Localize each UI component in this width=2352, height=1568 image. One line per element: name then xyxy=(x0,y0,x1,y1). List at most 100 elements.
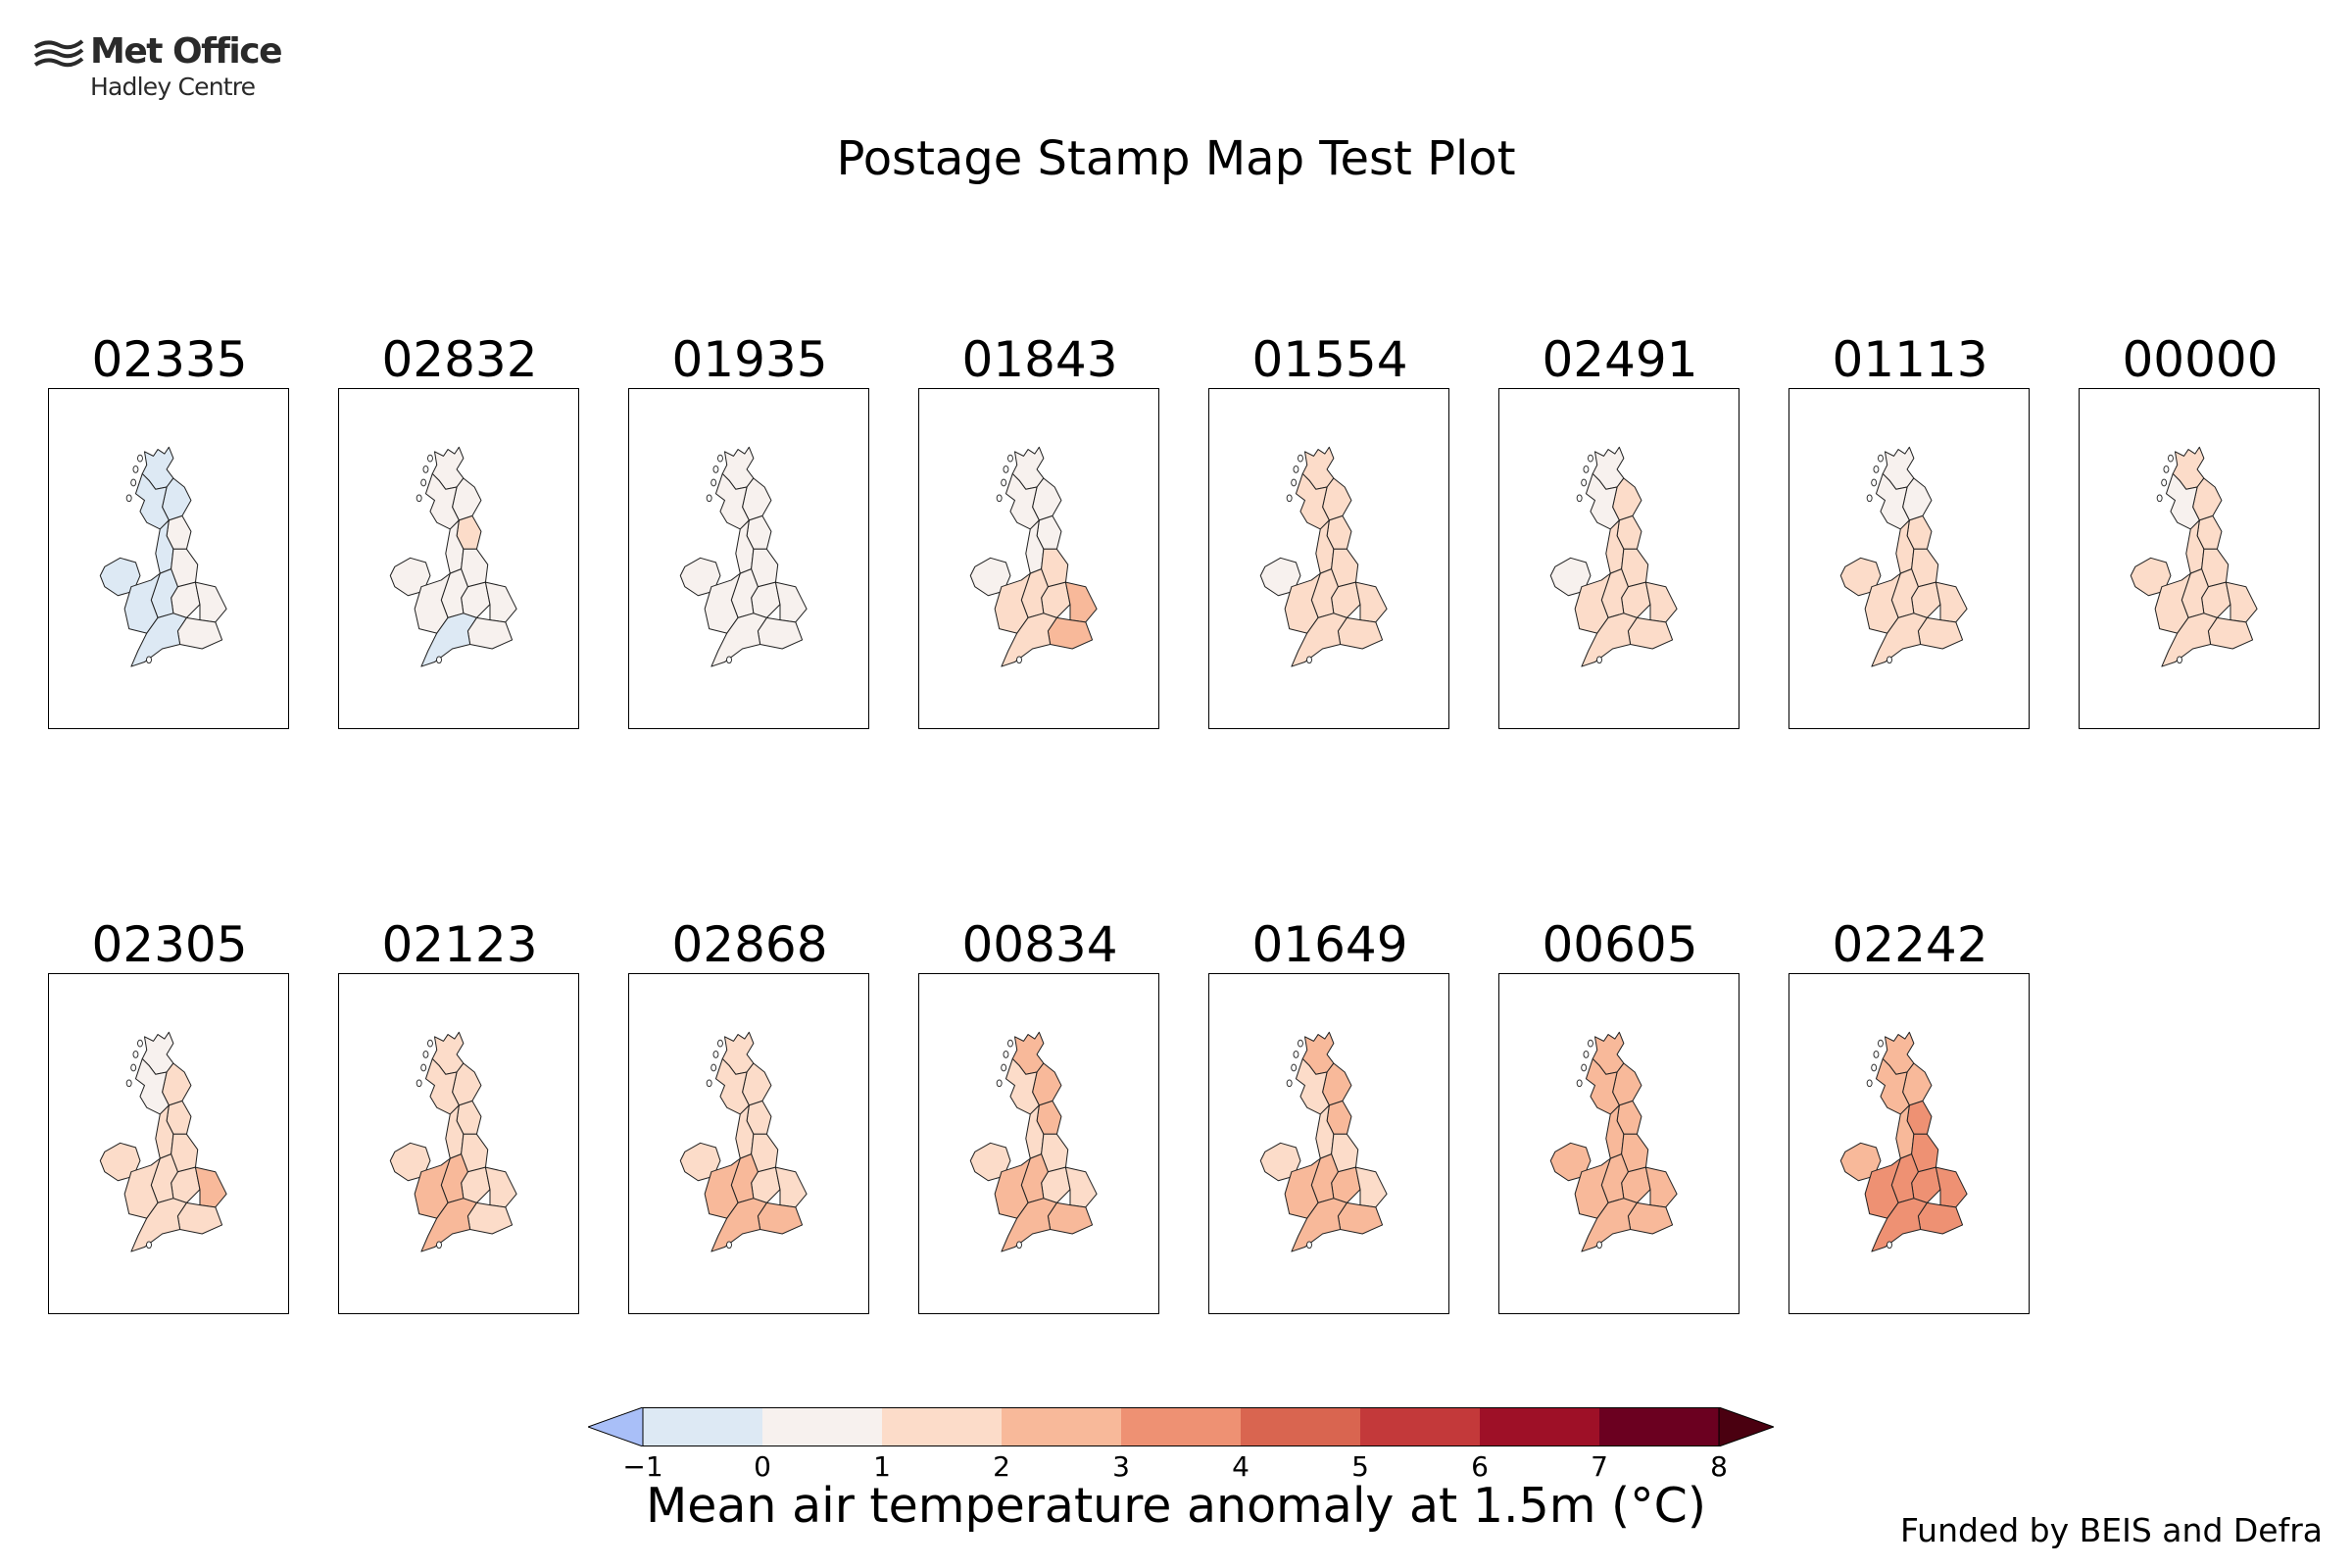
colorbar-segment xyxy=(1241,1407,1361,1446)
island-outline xyxy=(1866,1079,1873,1088)
uk-map xyxy=(389,446,517,667)
island-outline xyxy=(2168,454,2174,463)
uk-map xyxy=(679,446,808,667)
region-se-england xyxy=(757,1201,804,1235)
region-sw-england xyxy=(420,612,477,667)
colorbar-tick-label: 0 xyxy=(754,1450,771,1483)
colorbar-tick-label: 8 xyxy=(1710,1450,1728,1483)
region-east-england xyxy=(774,581,808,623)
region-sw-england xyxy=(1871,1198,1928,1252)
island-outline xyxy=(125,1079,132,1088)
region-east-england xyxy=(1935,1166,1968,1208)
island-outline xyxy=(1886,656,1892,664)
island-outline xyxy=(710,478,717,487)
region-se-england xyxy=(1047,1201,1094,1235)
colorbar-segment xyxy=(1121,1407,1242,1446)
region-se-england xyxy=(1627,616,1674,650)
island-outline xyxy=(420,478,427,487)
region-se-england xyxy=(1047,616,1094,650)
island-outline xyxy=(2156,494,2163,503)
uk-map xyxy=(1839,446,1968,667)
island-outline xyxy=(1298,454,1303,463)
island-outline xyxy=(726,1241,732,1250)
region-east-england xyxy=(1644,581,1678,623)
island-outline xyxy=(1003,1051,1009,1058)
island-outline xyxy=(132,1051,139,1058)
island-outline xyxy=(1576,1079,1583,1088)
region-east-england xyxy=(2225,581,2258,623)
island-outline xyxy=(130,478,137,487)
island-outline xyxy=(2177,656,2182,664)
logo-sub-text: Hadley Centre xyxy=(90,73,256,101)
region-east-england xyxy=(1354,581,1388,623)
island-outline xyxy=(420,1063,427,1072)
island-outline xyxy=(436,1241,442,1250)
island-outline xyxy=(1588,454,1593,463)
uk-map xyxy=(2130,446,2258,667)
island-outline xyxy=(1298,1039,1303,1048)
uk-map xyxy=(389,1031,517,1252)
colorbar-tick-label: 4 xyxy=(1232,1450,1250,1483)
region-sw-england xyxy=(130,1198,187,1252)
island-outline xyxy=(1293,466,1299,473)
region-east-england xyxy=(1064,581,1098,623)
region-sw-england xyxy=(420,1198,477,1252)
island-outline xyxy=(1873,466,1880,473)
island-outline xyxy=(137,454,143,463)
panel-member-id: 02242 xyxy=(1832,916,1988,973)
region-east-england xyxy=(1354,1166,1388,1208)
uk-map xyxy=(969,1031,1098,1252)
uk-map xyxy=(1549,1031,1678,1252)
panel-member-id: 02491 xyxy=(1542,331,1698,388)
uk-map xyxy=(1259,1031,1388,1252)
logo-brand-text: Met Office xyxy=(90,31,283,72)
region-sw-england xyxy=(710,1198,767,1252)
region-se-england xyxy=(1917,1201,1964,1235)
island-outline xyxy=(1596,656,1602,664)
island-outline xyxy=(1003,466,1009,473)
island-outline xyxy=(1871,478,1878,487)
page-title: Postage Stamp Map Test Plot xyxy=(836,131,1516,186)
island-outline xyxy=(427,1039,433,1048)
uk-map xyxy=(99,1031,227,1252)
region-se-england xyxy=(1337,1201,1384,1235)
region-sw-england xyxy=(1871,612,1928,667)
colorbar-segment xyxy=(643,1407,763,1446)
logo-waves-icon xyxy=(33,39,84,68)
colorbar-tick-label: 1 xyxy=(873,1450,891,1483)
island-outline xyxy=(2163,466,2170,473)
colorbar-tick-label: 6 xyxy=(1471,1450,1489,1483)
island-outline xyxy=(422,1051,429,1058)
region-east-england xyxy=(1935,581,1968,623)
uk-map xyxy=(969,446,1098,667)
colorbar-outline xyxy=(642,1407,1720,1446)
uk-map xyxy=(1259,446,1388,667)
region-east-england xyxy=(1064,1166,1098,1208)
panel-member-id: 01843 xyxy=(961,331,1118,388)
island-outline xyxy=(1306,656,1312,664)
island-outline xyxy=(996,1079,1003,1088)
region-sw-england xyxy=(130,612,187,667)
island-outline xyxy=(1286,494,1293,503)
island-outline xyxy=(726,656,732,664)
island-outline xyxy=(436,656,442,664)
island-outline xyxy=(1866,494,1873,503)
island-outline xyxy=(422,466,429,473)
colorbar-segment xyxy=(882,1407,1003,1446)
region-sw-england xyxy=(1581,612,1638,667)
uk-map xyxy=(1549,446,1678,667)
colorbar-tick-label: −1 xyxy=(622,1450,663,1483)
island-outline xyxy=(1007,454,1013,463)
colorbar-over-triangle xyxy=(1718,1407,1774,1446)
colorbar-under-triangle xyxy=(588,1407,644,1446)
island-outline xyxy=(712,1051,719,1058)
island-outline xyxy=(1596,1241,1602,1250)
island-outline xyxy=(1007,1039,1013,1048)
panel-member-id: 02868 xyxy=(671,916,828,973)
region-se-england xyxy=(176,616,223,650)
island-outline xyxy=(2161,478,2168,487)
island-outline xyxy=(1886,1241,1892,1250)
island-outline xyxy=(130,1063,137,1072)
panel-member-id: 01554 xyxy=(1251,331,1408,388)
island-outline xyxy=(1878,454,1884,463)
